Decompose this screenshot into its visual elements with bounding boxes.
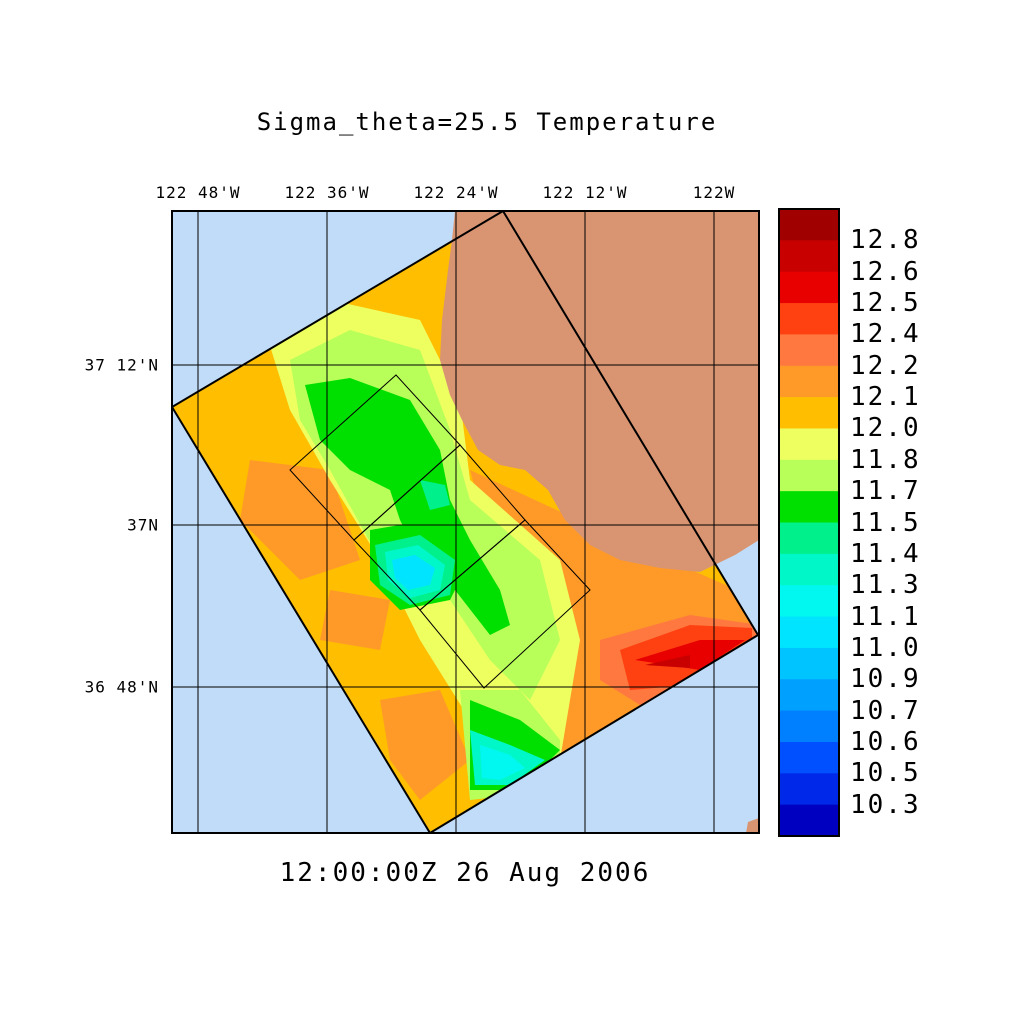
colorbar-swatch bbox=[779, 397, 839, 429]
colorbar-swatch bbox=[779, 804, 839, 837]
colorbar-label: 11.3 bbox=[850, 570, 921, 601]
colorbar-label: 11.8 bbox=[850, 444, 921, 475]
colorbar-label: 10.7 bbox=[850, 695, 921, 726]
lon-label: 122 12'W bbox=[542, 183, 628, 202]
land-area bbox=[440, 211, 759, 572]
colorbar-swatch bbox=[779, 459, 839, 492]
colorbar-label: 12.2 bbox=[850, 350, 921, 381]
colorbar-swatch bbox=[779, 365, 839, 398]
colorbar-swatch bbox=[779, 773, 839, 806]
colorbar-swatch bbox=[779, 271, 839, 304]
land-area bbox=[746, 818, 759, 833]
colorbar-label: 11.4 bbox=[850, 538, 921, 569]
colorbar-swatch bbox=[779, 334, 839, 367]
colorbar-swatch bbox=[779, 522, 839, 555]
colorbar-label: 12.8 bbox=[850, 225, 921, 256]
colorbar-swatch bbox=[779, 647, 839, 680]
colorbar-label: 11.7 bbox=[850, 476, 921, 507]
colorbar-label: 12.6 bbox=[850, 256, 921, 287]
colorbar-label: 10.6 bbox=[850, 726, 921, 757]
timestamp: 12:00:00Z 26 Aug 2006 bbox=[279, 858, 651, 888]
colorbar-label: 12.0 bbox=[850, 413, 921, 444]
colorbar-label: 12.1 bbox=[850, 382, 921, 413]
sampling-boxes bbox=[289, 374, 591, 689]
colorbar-swatch bbox=[779, 553, 839, 586]
plot-title: Sigma_theta=25.5 Temperature bbox=[256, 108, 718, 136]
colorbar-swatch bbox=[779, 303, 839, 335]
lon-label: 122 48'W bbox=[155, 183, 241, 202]
colorbar-label: 11.0 bbox=[850, 632, 921, 663]
colorbar-label: 12.5 bbox=[850, 288, 921, 319]
colorbar-label: 10.9 bbox=[850, 664, 921, 695]
colorbar-swatch bbox=[779, 616, 839, 649]
lon-label: 122W bbox=[692, 183, 736, 202]
colorbar-label: 10.5 bbox=[850, 758, 921, 789]
lat-label: 36 48'N bbox=[84, 677, 159, 697]
lon-label: 122 24'W bbox=[413, 183, 499, 202]
colorbar-frame bbox=[778, 208, 840, 837]
lat-label: 37N bbox=[127, 515, 159, 535]
colorbar-swatch bbox=[779, 679, 839, 712]
colorbar-label: 10.3 bbox=[850, 789, 921, 820]
colorbar-label: 12.4 bbox=[850, 319, 921, 350]
colorbar-swatch bbox=[779, 428, 839, 461]
lon-label: 122 36'W bbox=[284, 183, 370, 202]
lat-label: 37 12'N bbox=[84, 355, 159, 375]
map-frame bbox=[171, 210, 760, 834]
colorbar-swatch bbox=[779, 710, 839, 743]
colorbar-swatch bbox=[779, 240, 839, 273]
colorbar-swatch bbox=[779, 209, 839, 241]
colorbar-swatch bbox=[779, 491, 839, 523]
colorbar-swatch bbox=[779, 585, 839, 618]
colorbar bbox=[779, 209, 839, 837]
colorbar-label: 11.1 bbox=[850, 601, 921, 632]
colorbar-swatch bbox=[779, 741, 839, 774]
colorbar-label: 11.5 bbox=[850, 507, 921, 538]
map-grid bbox=[172, 211, 759, 833]
